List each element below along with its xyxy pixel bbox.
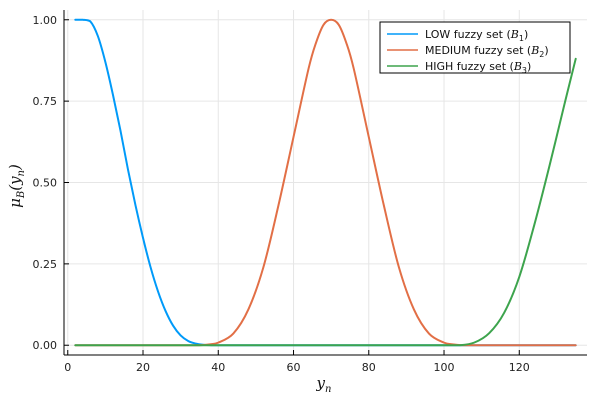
y-tick-label: 1.00 <box>33 14 58 27</box>
x-tick-label: 100 <box>434 361 455 374</box>
legend-label-3: HIGH fuzzy set (B3) <box>425 60 531 75</box>
axes <box>63 10 587 356</box>
legend: LOW fuzzy set (B1)MEDIUM fuzzy set (B2)H… <box>379 21 571 75</box>
y-tick-label: 0.75 <box>33 95 58 108</box>
series-line-2 <box>74 18 577 347</box>
y-tick-label: 0.50 <box>33 177 58 190</box>
tick-labels: 0 20 40 60 80 100 120 0.00 0.25 0.50 0.75 1.00 <box>33 14 530 374</box>
x-axis-label-sub: n <box>325 384 331 395</box>
x-axis-label: yn <box>316 374 332 395</box>
legend-label-2: MEDIUM fuzzy set (B2) <box>425 44 549 59</box>
series-line-3 <box>74 57 577 347</box>
y-tick-label: 0.00 <box>33 339 58 352</box>
y-tick-label: 0.25 <box>33 258 58 271</box>
x-tick-label: 40 <box>211 361 225 374</box>
x-tick-label: 80 <box>362 361 376 374</box>
series-lines <box>74 18 577 347</box>
x-tick-label: 120 <box>509 361 530 374</box>
x-axis-label-main: y <box>316 374 326 392</box>
x-tick-label: 60 <box>287 361 301 374</box>
legend-box <box>379 21 571 74</box>
y-axis-label: μB(yn) <box>6 164 27 208</box>
legend-label-1: LOW fuzzy set (B1) <box>425 28 528 43</box>
x-tick-label: 0 <box>64 361 71 374</box>
x-tick-label: 20 <box>136 361 150 374</box>
